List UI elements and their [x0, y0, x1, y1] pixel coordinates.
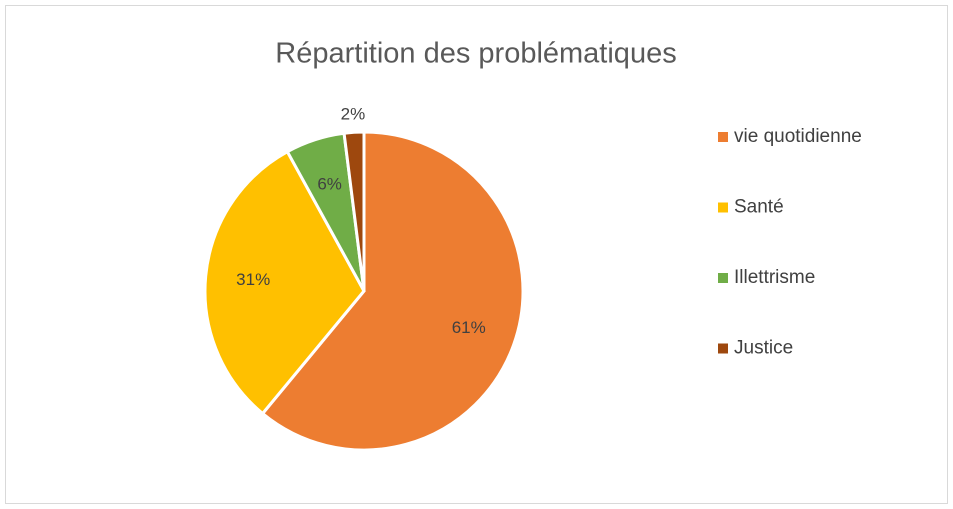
legend-label: Illettrisme — [734, 267, 815, 288]
data-label: 6% — [317, 175, 342, 194]
pie-slice — [260, 130, 525, 452]
data-label: 61% — [452, 318, 486, 337]
legend-label: Santé — [734, 197, 784, 218]
pie-slice — [342, 130, 366, 292]
legend-swatch — [718, 343, 728, 354]
chart-title: Répartition des problématiques — [275, 38, 676, 70]
data-label: 31% — [236, 270, 270, 289]
data-label: 2% — [341, 104, 366, 123]
legend-swatch — [718, 202, 728, 213]
legend-label: vie quotidienne — [734, 126, 862, 147]
pie-slice — [203, 149, 366, 416]
legend-swatch — [718, 132, 728, 142]
legend-swatch — [718, 273, 728, 283]
legend-label: Justice — [734, 338, 793, 359]
